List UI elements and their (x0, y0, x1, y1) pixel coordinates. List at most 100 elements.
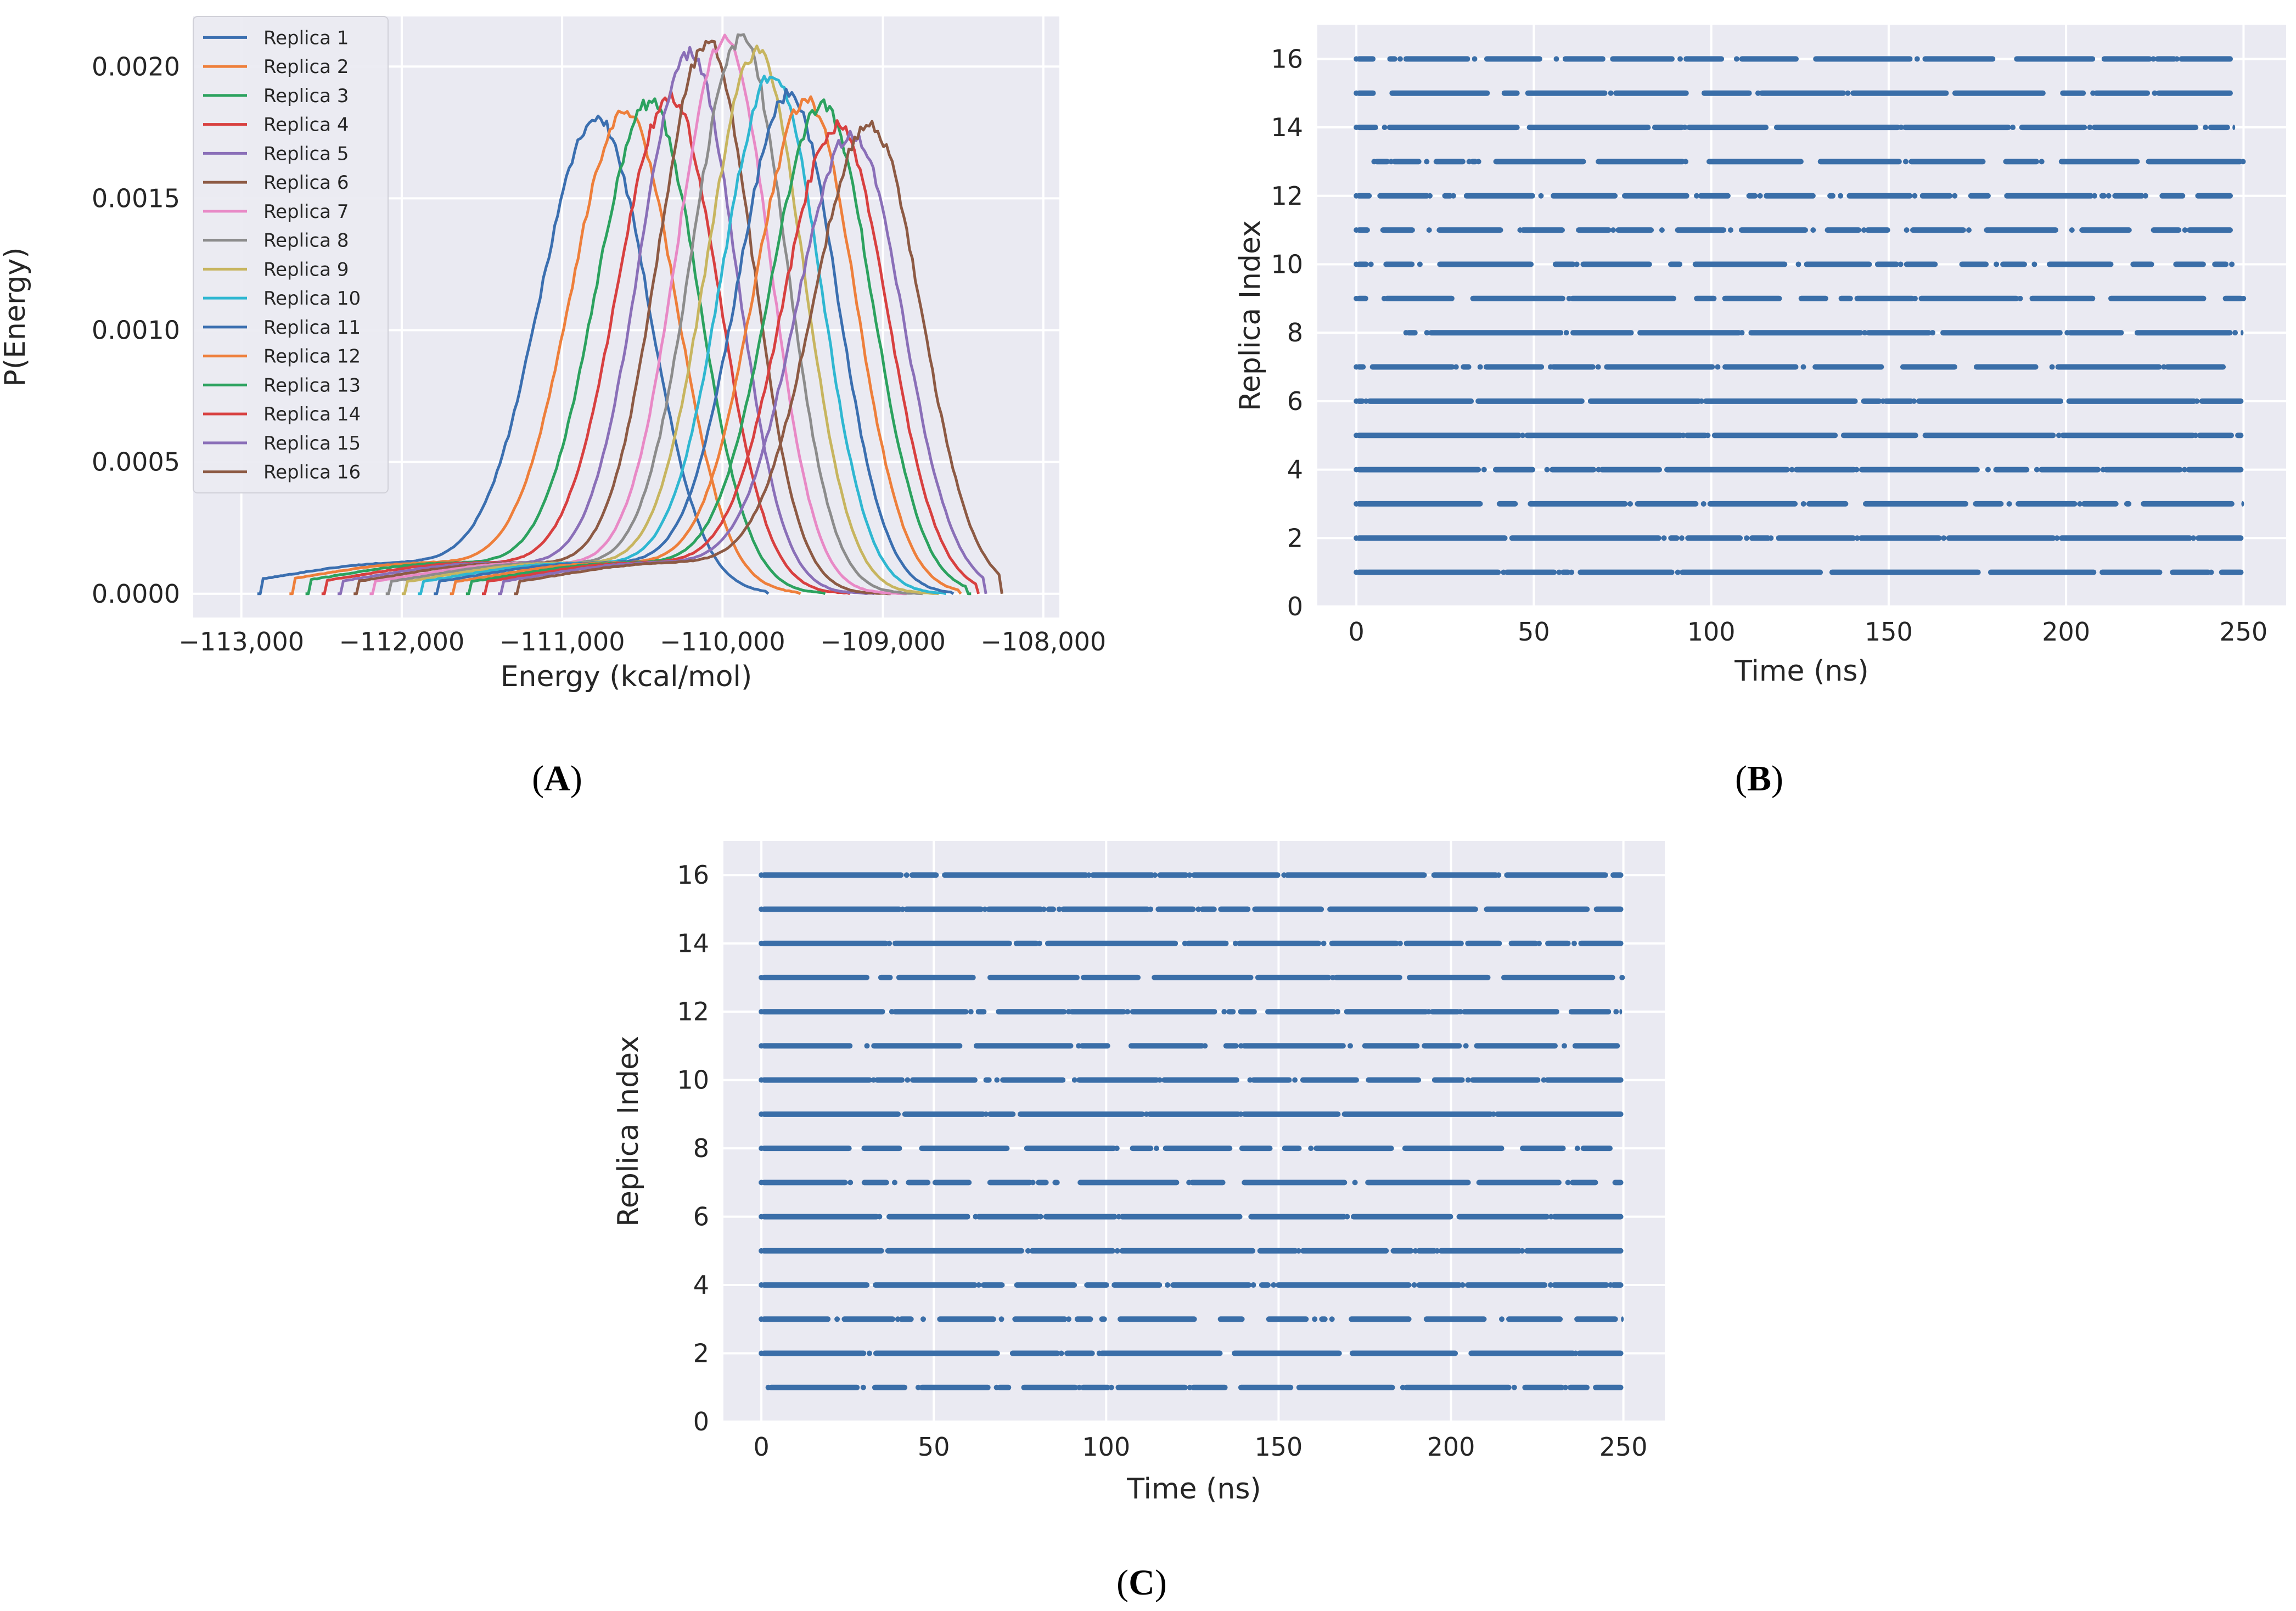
data-point-run (761, 974, 869, 980)
data-point-run (1874, 261, 1899, 267)
data-point-run (899, 1316, 914, 1322)
data-point-run (1429, 1009, 1461, 1015)
data-point-run (975, 1009, 987, 1015)
legend-entry-replica-7: Replica 7 (263, 201, 349, 223)
data-point-run (1861, 398, 1882, 404)
data-point-run (2241, 501, 2244, 507)
data-point-run (1988, 569, 2097, 575)
series-line-replica-14 (482, 119, 980, 596)
data-point-run (1621, 1316, 1624, 1322)
data-point-run (874, 1077, 905, 1083)
data-point-run (1356, 501, 1483, 507)
data-point-run (1223, 1043, 1239, 1049)
replica-row-16 (1354, 56, 2233, 62)
data-point-run (2124, 501, 2132, 507)
data-point (1058, 1350, 1064, 1356)
data-point-run (2103, 467, 2183, 473)
data-point (1519, 1248, 1525, 1254)
data-point-run (1764, 193, 1816, 199)
data-point (1563, 1384, 1569, 1390)
series-line-replica-7 (369, 33, 907, 596)
data-point-run (1922, 56, 1996, 62)
data-point-run (1675, 227, 1726, 233)
data-point-run (1703, 398, 1858, 404)
data-point (2174, 56, 2180, 62)
y-tick-label: 0.0010 (92, 316, 180, 345)
data-point-run (761, 1111, 901, 1117)
data-point (2106, 193, 2112, 199)
data-point-run (1329, 940, 1399, 946)
data-point (1465, 1077, 1471, 1083)
data-point (1694, 193, 1699, 199)
legend-entry-replica-16: Replica 16 (263, 462, 361, 484)
data-point-run (1551, 1282, 1609, 1288)
replica-row-14 (759, 940, 1624, 946)
data-point-run (1250, 1077, 1292, 1083)
y-tick-label: 0.0020 (92, 52, 180, 81)
data-point-run (1356, 433, 1522, 439)
data-point (1426, 227, 1432, 233)
data-point-run (1438, 1248, 1522, 1254)
data-point (1157, 1077, 1163, 1083)
data-point-run (2112, 193, 2145, 199)
replica-row-12 (1354, 193, 2233, 199)
data-point-run (1045, 940, 1178, 946)
x-tick-label: −110,000 (660, 627, 785, 656)
data-point-run (1043, 1214, 1118, 1220)
data-point (1295, 1248, 1301, 1254)
panel-label-open: ( (532, 759, 544, 799)
data-point (1354, 56, 1360, 62)
data-point-run (1749, 535, 1771, 541)
data-point-run (1118, 1316, 1197, 1322)
y-tick-label: 0 (693, 1407, 709, 1436)
data-point (1425, 1009, 1432, 1015)
data-point-run (1596, 159, 1686, 165)
data-point-run (1406, 330, 1418, 336)
data-point (1768, 535, 1774, 541)
data-point-run (1128, 1043, 1205, 1049)
y-tick-label: 14 (1271, 113, 1303, 142)
x-tick-label: 200 (1427, 1432, 1475, 1462)
data-point (1789, 467, 1795, 473)
data-point-run (1341, 1111, 1494, 1117)
y-tick-label: 6 (1287, 386, 1303, 416)
data-point-run (1746, 193, 1758, 199)
data-point-run (1456, 1214, 1550, 1220)
panel-label-close: ) (570, 759, 582, 799)
data-point (1354, 364, 1360, 370)
data-point (2182, 467, 2187, 473)
data-point-run (2197, 433, 2234, 439)
data-point-run (1685, 535, 1743, 541)
data-point (1457, 1009, 1463, 1015)
data-point (1854, 467, 1860, 473)
data-point-run (1255, 974, 1332, 980)
data-point-run (1707, 501, 1798, 507)
data-point-run (1910, 227, 1966, 233)
data-point-run (1476, 1180, 1562, 1186)
data-point (1424, 330, 1430, 336)
data-point-run (1119, 1248, 1256, 1254)
data-point-run (1161, 1077, 1239, 1083)
data-point (1563, 330, 1569, 336)
data-point (759, 1146, 765, 1152)
panel-b-replica-index-scatter-chart: 0 50 100 150 200 250 0 2 4 6 8 10 12 14 16 Time (ns) Rep… (1234, 25, 2286, 799)
data-point-run (1079, 1043, 1110, 1049)
data-point (2151, 56, 2157, 62)
data-point-run (1522, 1384, 1565, 1390)
data-point (1066, 1316, 1071, 1322)
data-point-run (1431, 872, 1498, 878)
data-point-run (1475, 398, 1585, 404)
data-point-run (919, 1384, 991, 1390)
data-point-run (1838, 295, 1853, 301)
data-point-run (1506, 1316, 1563, 1322)
x-tick-label: 150 (1865, 617, 1913, 647)
data-point (2240, 159, 2246, 165)
data-point-run (1526, 125, 1651, 131)
data-point-run (1825, 227, 1862, 233)
data-point-run (886, 1214, 970, 1220)
data-point-run (892, 1009, 969, 1015)
data-point-run (1637, 330, 1742, 336)
data-point-run (1474, 1043, 1558, 1049)
data-point-run (2099, 193, 2107, 199)
data-point-run (1501, 90, 1520, 96)
